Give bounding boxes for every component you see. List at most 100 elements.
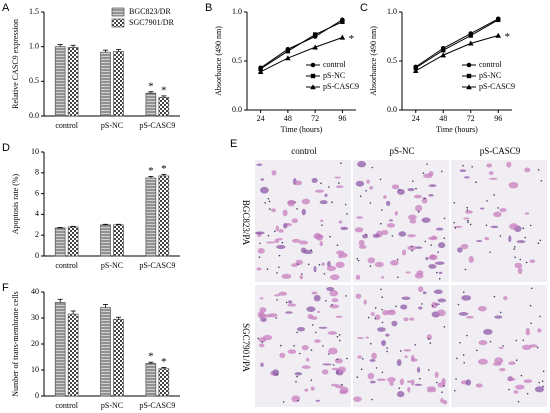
pore xyxy=(515,339,518,342)
pore xyxy=(436,271,438,274)
pore xyxy=(374,317,377,320)
cell xyxy=(337,366,347,373)
marker xyxy=(466,84,472,90)
pore xyxy=(486,200,488,202)
pore xyxy=(374,307,377,309)
pore xyxy=(340,162,342,164)
pore xyxy=(529,304,532,307)
pore xyxy=(336,358,339,361)
pore xyxy=(396,258,399,261)
cell xyxy=(365,336,369,339)
pore xyxy=(365,233,368,236)
cell xyxy=(262,334,273,341)
cell xyxy=(524,212,530,215)
cell xyxy=(415,246,423,249)
pore xyxy=(269,208,271,210)
pore xyxy=(301,273,303,275)
cell xyxy=(313,265,317,273)
error-bar xyxy=(57,44,63,47)
cell xyxy=(508,235,512,243)
cell xyxy=(265,241,276,244)
cell xyxy=(299,275,304,280)
x-tick-label: pS-CASC9 xyxy=(139,121,175,130)
marker xyxy=(496,17,501,23)
cell xyxy=(322,363,332,366)
x-tick-label: pS-CASC9 xyxy=(139,261,175,270)
error-bar xyxy=(115,316,121,320)
cell xyxy=(411,354,415,362)
bar xyxy=(145,92,157,117)
cell xyxy=(294,372,303,376)
pore xyxy=(268,200,271,203)
cell xyxy=(464,210,473,214)
x-tick-label: pS-NC xyxy=(101,401,123,410)
pore xyxy=(379,178,382,181)
cell xyxy=(285,311,293,314)
cell xyxy=(403,349,412,352)
marker xyxy=(413,65,418,71)
pore xyxy=(467,219,469,222)
pore xyxy=(539,315,541,318)
line xyxy=(415,19,499,69)
pore xyxy=(466,206,469,209)
y-tick-label: 0 xyxy=(35,391,39,400)
cell xyxy=(331,367,340,371)
cell xyxy=(434,261,445,265)
cell xyxy=(291,395,301,403)
cell xyxy=(486,163,493,168)
bar xyxy=(54,46,66,117)
cell xyxy=(371,352,377,360)
cell xyxy=(438,271,443,275)
pore xyxy=(538,381,541,384)
error-bar xyxy=(70,225,76,227)
pore xyxy=(441,391,443,393)
cell xyxy=(409,317,415,321)
pore xyxy=(380,288,382,291)
pore xyxy=(297,263,299,265)
cell xyxy=(281,273,292,279)
pore xyxy=(437,251,439,253)
cell xyxy=(274,294,280,297)
cell xyxy=(301,208,306,216)
cell xyxy=(417,306,423,310)
cell xyxy=(435,227,444,231)
cell xyxy=(259,307,267,313)
y-tick-label: 0.5 xyxy=(232,56,242,65)
cell xyxy=(311,291,318,295)
cell xyxy=(260,178,265,181)
cell xyxy=(313,294,321,302)
pore xyxy=(513,246,516,248)
pore xyxy=(443,217,446,220)
cell xyxy=(438,242,446,249)
pore xyxy=(296,208,298,210)
pore xyxy=(529,224,532,227)
line xyxy=(415,18,499,68)
legend-swatch xyxy=(111,18,125,28)
micrograph xyxy=(353,160,449,282)
pore xyxy=(453,202,456,204)
y-tick-label: 4 xyxy=(35,209,39,218)
pore xyxy=(466,209,469,211)
cell xyxy=(338,220,343,224)
marker xyxy=(312,32,318,37)
pore xyxy=(453,221,455,224)
error-bar xyxy=(103,304,109,308)
y-tick-label: 6 xyxy=(35,188,39,197)
pore xyxy=(499,311,502,314)
cell xyxy=(407,380,412,383)
cell xyxy=(291,263,299,267)
significance: * xyxy=(349,33,355,45)
marker xyxy=(440,52,447,58)
pore xyxy=(464,268,467,271)
legend-label: SGC7901/DR xyxy=(129,18,175,27)
pore xyxy=(346,357,348,360)
cell xyxy=(272,369,279,377)
bar xyxy=(54,227,66,257)
cell xyxy=(390,259,399,266)
cell xyxy=(507,377,516,381)
cell xyxy=(370,312,375,316)
pore xyxy=(398,387,401,389)
pore xyxy=(542,385,544,388)
cell xyxy=(430,254,436,260)
error-bar xyxy=(70,310,76,315)
